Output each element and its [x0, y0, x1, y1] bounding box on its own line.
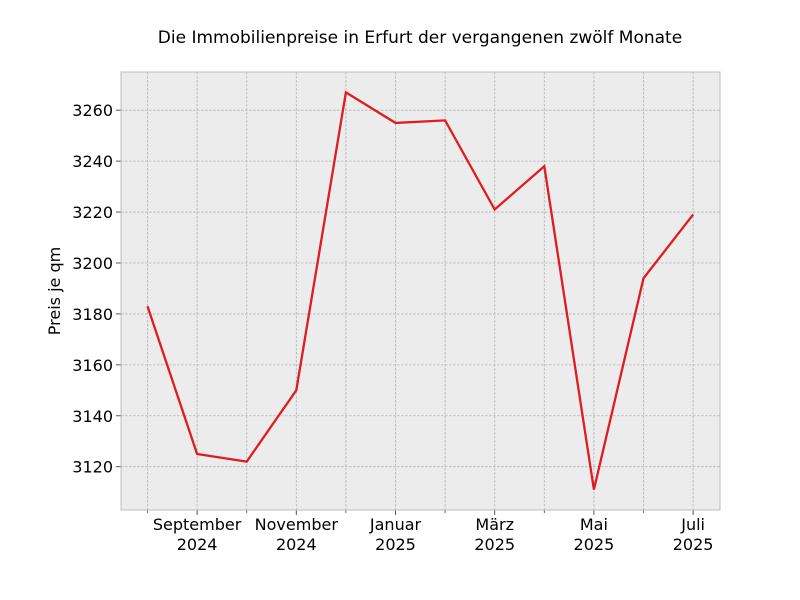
x-tick-label: Mai 2025 — [574, 515, 615, 554]
x-tick-label-line: September — [153, 515, 242, 534]
grid-lines — [121, 72, 720, 510]
plot-area — [121, 72, 720, 510]
x-tick-label-line: März — [475, 515, 514, 534]
y-tick-label: 3140 — [72, 407, 113, 426]
x-tick-label-line: 2025 — [474, 535, 515, 554]
series-group — [146, 90, 695, 490]
plot-frame — [120, 71, 721, 511]
x-tick-label-line: Juli — [680, 515, 705, 534]
y-tick-label: 3260 — [72, 101, 113, 120]
x-tick-label-line: 2025 — [574, 535, 615, 554]
x-tick-label-line: Januar — [369, 515, 422, 534]
x-tick-label: Januar 2025 — [369, 515, 422, 554]
x-tick-label-line: Mai — [580, 515, 608, 534]
series-line — [146, 90, 695, 490]
x-tick-label: Juli 2025 — [673, 515, 714, 554]
y-tick-label: 3200 — [72, 254, 113, 273]
y-axis-label: Preis je qm — [45, 247, 64, 335]
y-tick-label: 3220 — [72, 203, 113, 222]
x-tick-label: März 2025 — [474, 515, 515, 554]
x-tick-label-line: 2024 — [177, 535, 218, 554]
chart-title: Die Immobilienpreise in Erfurt der verga… — [158, 28, 682, 48]
x-tick-label: November 2024 — [255, 515, 339, 554]
y-tick-label: 3240 — [72, 152, 113, 171]
x-tick-label-line: November — [255, 515, 339, 534]
axis-ticks — [116, 109, 694, 515]
x-tick-label: September 2024 — [153, 515, 242, 554]
y-tick-label: 3120 — [72, 458, 113, 477]
x-tick-label-line: 2025 — [673, 535, 714, 554]
x-tick-label-line: 2025 — [375, 535, 416, 554]
y-axis-tick-labels: 3120 3140 3160 3180 3200 3220 3240 3260 — [72, 101, 113, 477]
x-tick-label-line: 2024 — [276, 535, 317, 554]
y-tick-label: 3160 — [72, 356, 113, 375]
y-tick-label: 3180 — [72, 305, 113, 324]
